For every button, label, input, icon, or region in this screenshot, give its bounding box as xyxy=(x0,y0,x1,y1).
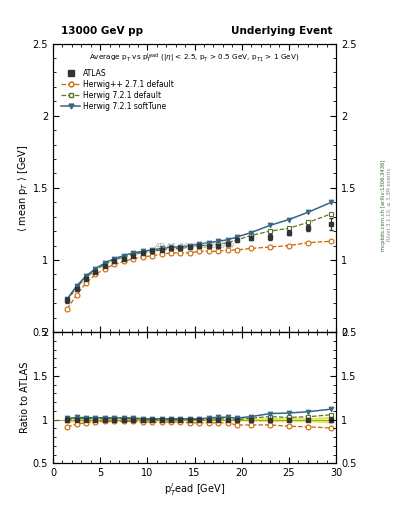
Y-axis label: Ratio to ATLAS: Ratio to ATLAS xyxy=(20,362,30,434)
Text: mcplots.cern.ch [arXiv:1306.3436]: mcplots.cern.ch [arXiv:1306.3436] xyxy=(381,159,386,250)
Text: 13000 GeV pp: 13000 GeV pp xyxy=(61,26,143,36)
Legend: ATLAS, Herwig++ 2.7.1 default, Herwig 7.2.1 default, Herwig 7.2.1 softTune: ATLAS, Herwig++ 2.7.1 default, Herwig 7.… xyxy=(60,68,176,112)
Text: ATLAS_2017_I1509919: ATLAS_2017_I1509919 xyxy=(154,242,235,249)
X-axis label: p$_T^l$ead [GeV]: p$_T^l$ead [GeV] xyxy=(164,481,225,498)
Text: Underlying Event: Underlying Event xyxy=(231,26,332,36)
Text: Average p$_T$ vs p$_T^{\rm lead}$ ($|\eta|$ < 2.5, p$_T$ > 0.5 GeV, p$_{T1}$ > 1: Average p$_T$ vs p$_T^{\rm lead}$ ($|\et… xyxy=(89,52,300,66)
Y-axis label: $\langle$ mean p$_T$ $\rangle$ [GeV]: $\langle$ mean p$_T$ $\rangle$ [GeV] xyxy=(16,144,30,231)
Text: Rivet 3.1.10, ≥ 3.3M events: Rivet 3.1.10, ≥ 3.3M events xyxy=(387,168,391,242)
